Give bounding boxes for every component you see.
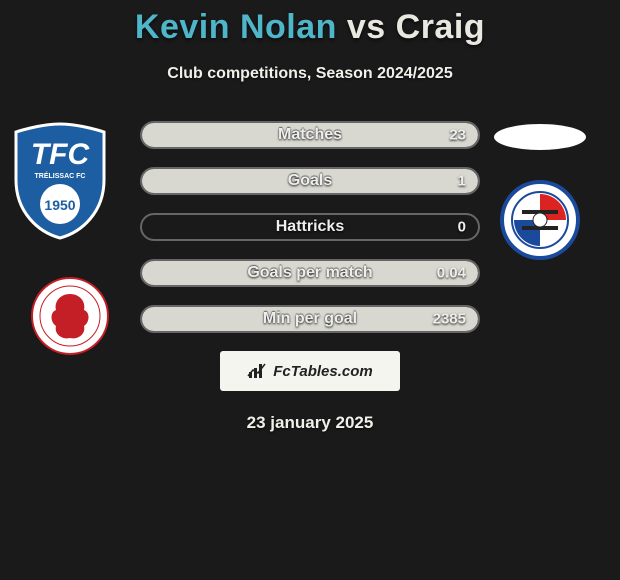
stat-bar: Goals per match 0.04 bbox=[140, 259, 480, 287]
vs-label: vs bbox=[347, 8, 386, 46]
watermark: FcTables.com bbox=[220, 351, 400, 391]
stat-value-right: 2385 bbox=[433, 311, 466, 328]
stat-value-right: 0 bbox=[458, 219, 466, 236]
stat-row-mpg: Min per goal 2385 bbox=[0, 305, 620, 333]
date-label: 23 january 2025 bbox=[0, 413, 620, 433]
stat-value-right: 1 bbox=[458, 173, 466, 190]
stat-value-right: 0.04 bbox=[437, 265, 466, 282]
stat-label: Hattricks bbox=[276, 218, 344, 236]
stats-container: Matches 23 Goals 1 Hattricks 0 Goals per… bbox=[0, 121, 620, 333]
player2-name: Craig bbox=[396, 8, 485, 46]
stat-bar: Goals 1 bbox=[140, 167, 480, 195]
stat-row-goals: Goals 1 bbox=[0, 167, 620, 195]
bar-chart-icon bbox=[247, 362, 269, 380]
watermark-text: FcTables.com bbox=[273, 363, 372, 380]
player1-name: Kevin Nolan bbox=[135, 8, 337, 46]
stat-label: Matches bbox=[278, 126, 342, 144]
stat-bar: Matches 23 bbox=[140, 121, 480, 149]
stat-label: Min per goal bbox=[263, 310, 357, 328]
subtitle: Club competitions, Season 2024/2025 bbox=[0, 65, 620, 83]
stat-bar: Hattricks 0 bbox=[140, 213, 480, 241]
stat-bar: Min per goal 2385 bbox=[140, 305, 480, 333]
stat-label: Goals per match bbox=[247, 264, 372, 282]
stat-row-hattricks: Hattricks 0 bbox=[0, 213, 620, 241]
stat-value-right: 23 bbox=[449, 127, 466, 144]
page-title: Kevin Nolan vs Craig bbox=[0, 0, 620, 47]
stat-row-matches: Matches 23 bbox=[0, 121, 620, 149]
stat-label: Goals bbox=[288, 172, 332, 190]
stat-row-gpm: Goals per match 0.04 bbox=[0, 259, 620, 287]
